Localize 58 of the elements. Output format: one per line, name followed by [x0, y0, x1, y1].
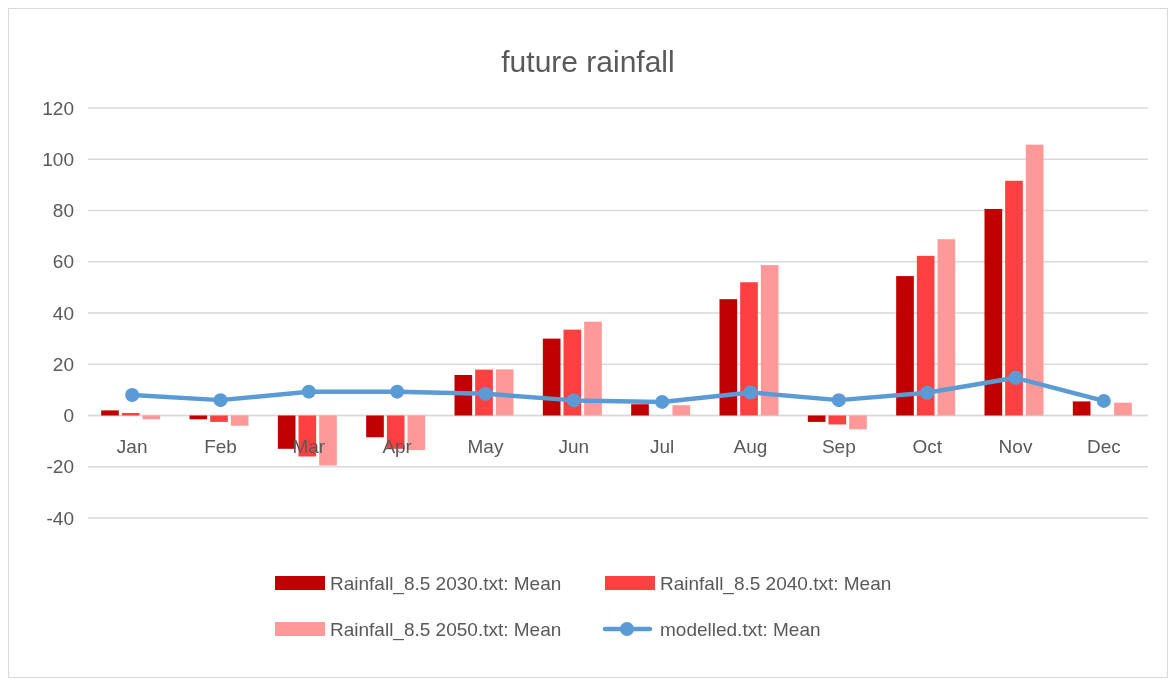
point [655, 394, 670, 409]
bar [366, 415, 384, 438]
point [1096, 393, 1111, 408]
bar [984, 208, 1003, 416]
x-tick-label: May [467, 435, 504, 457]
bar [230, 415, 249, 426]
bar [896, 276, 914, 416]
bar [277, 415, 296, 449]
y-tick-label: 40 [52, 302, 74, 324]
bar [584, 321, 602, 416]
x-tick-label: Nov [998, 435, 1033, 457]
y-tick-label: 80 [52, 200, 74, 222]
y-tick-label: -20 [46, 456, 74, 478]
x-tick-label: Oct [912, 435, 943, 457]
point [920, 385, 935, 400]
y-tick-label: 100 [42, 148, 74, 170]
bar [916, 255, 935, 416]
x-tick-label: Jul [650, 435, 675, 457]
x-tick-label: Jun [558, 435, 590, 457]
point [743, 385, 758, 400]
bar [1072, 401, 1091, 416]
legend-label: Rainfall_8.5 2040.txt: Mean [660, 572, 892, 595]
y-tick-label: -40 [46, 507, 74, 529]
point [125, 388, 140, 402]
y-tick-label: 0 [63, 405, 74, 427]
legend-label: Rainfall_8.5 2030.txt: Mean [330, 572, 562, 595]
x-tick-label: Aug [733, 435, 768, 457]
x-tick-label: Dec [1086, 435, 1121, 457]
x-tick-label: Feb [204, 435, 237, 457]
point [831, 393, 846, 408]
bar [542, 338, 561, 416]
point [1008, 370, 1023, 385]
bar [719, 299, 738, 416]
bar [210, 415, 228, 422]
point [566, 393, 581, 408]
bar [121, 412, 140, 416]
x-tick-label: Sep [821, 435, 856, 457]
legend-label: modelled.txt: Mean [660, 618, 821, 640]
point [213, 393, 228, 408]
y-tick-label: 20 [52, 353, 74, 375]
bar [101, 410, 119, 416]
point [390, 384, 405, 399]
bar [849, 415, 867, 430]
bar [1114, 402, 1132, 416]
legend-label: Rainfall_8.5 2050.txt: Mean [330, 618, 562, 641]
bar [631, 404, 649, 416]
bar [807, 415, 826, 422]
bar [937, 239, 956, 416]
bar [1005, 180, 1023, 416]
bar [760, 265, 779, 416]
y-tick-label: 120 [42, 97, 74, 119]
point [301, 384, 316, 399]
bar [740, 282, 758, 416]
bar [672, 405, 691, 416]
chart-title: future rainfall [501, 45, 675, 78]
y-tick-label: 60 [52, 251, 74, 273]
x-tick-label: Jan [116, 435, 148, 457]
bar [1025, 144, 1044, 416]
